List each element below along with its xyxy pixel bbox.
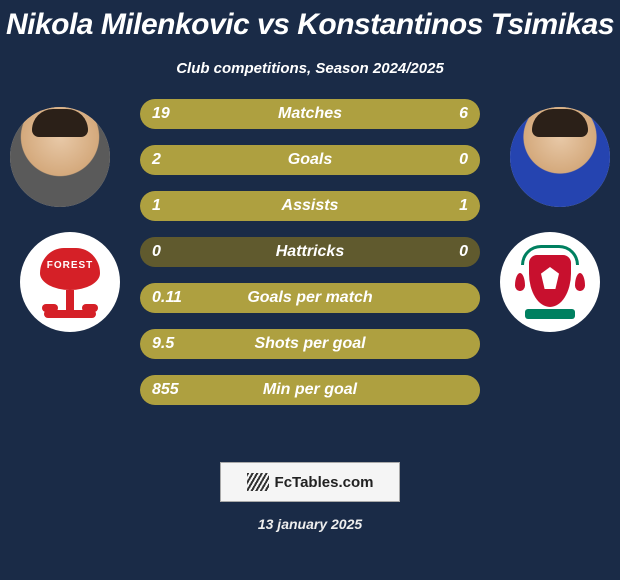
stat-label: Assists: [140, 197, 480, 215]
date-label: 13 january 2025: [0, 516, 620, 532]
stat-row: 19Matches6: [140, 99, 480, 129]
stat-value-right: 1: [459, 197, 468, 215]
watermark-text: FcTables.com: [275, 474, 374, 491]
club-right-crest: [500, 232, 600, 332]
stat-label: Shots per goal: [140, 335, 480, 353]
stat-label: Hattricks: [140, 243, 480, 261]
watermark: FcTables.com: [220, 462, 400, 502]
stat-label: Goals per match: [140, 289, 480, 307]
page-title: Nikola Milenkovic vs Konstantinos Tsimik…: [0, 0, 620, 42]
stat-row: 855Min per goal: [140, 375, 480, 405]
stat-value-right: 0: [459, 151, 468, 169]
stat-row: 1Assists1: [140, 191, 480, 221]
stat-value-right: 6: [459, 105, 468, 123]
club-left-crest: FOREST: [20, 232, 120, 332]
stat-value-right: 0: [459, 243, 468, 261]
liverpool-icon: [511, 243, 589, 321]
stat-row: 2Goals0: [140, 145, 480, 175]
player-right-portrait: [510, 107, 610, 207]
nottingham-forest-icon: FOREST: [34, 246, 106, 318]
stat-row: 0.11Goals per match: [140, 283, 480, 313]
face-placeholder-icon: [510, 107, 610, 207]
stat-row: 0Hattricks0: [140, 237, 480, 267]
stat-row: 9.5Shots per goal: [140, 329, 480, 359]
subtitle: Club competitions, Season 2024/2025: [0, 60, 620, 77]
comparison-content: FOREST 19Matches62Goals01Assists10Hattri…: [0, 107, 620, 427]
face-placeholder-icon: [10, 107, 110, 207]
player-left-portrait: [10, 107, 110, 207]
stat-label: Matches: [140, 105, 480, 123]
stat-label: Min per goal: [140, 381, 480, 399]
stat-rows: 19Matches62Goals01Assists10Hattricks00.1…: [140, 99, 480, 421]
fctables-logo-icon: [247, 473, 269, 491]
stat-label: Goals: [140, 151, 480, 169]
